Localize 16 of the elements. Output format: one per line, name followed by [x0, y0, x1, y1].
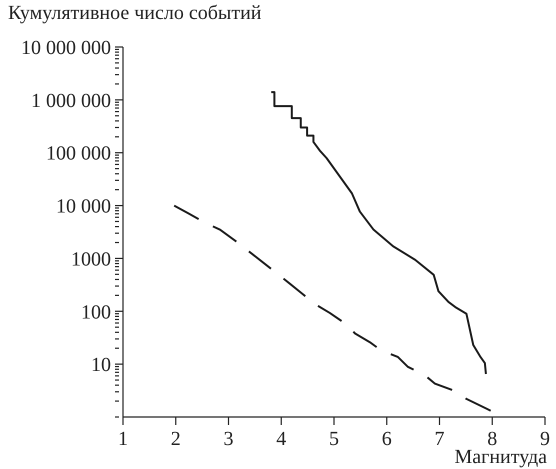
x-tick-label: 6 — [382, 428, 392, 450]
x-tick-label: 2 — [170, 428, 181, 450]
x-tick-label: 4 — [276, 428, 286, 450]
x-tick-label: 3 — [224, 428, 234, 450]
y-tick-label: 1 000 000 — [31, 90, 111, 112]
x-tick-label: 7 — [434, 428, 444, 450]
x-tick-label: 1 — [118, 428, 128, 450]
line-series — [270, 91, 487, 376]
y-axis-title: Кумулятивное число событий — [8, 2, 262, 25]
y-tick-label: 1000 — [71, 248, 111, 270]
y-tick-label: 10 — [91, 354, 111, 376]
y-tick-label: 100 000 — [46, 142, 111, 165]
y-tick-label: 10 000 000 — [21, 37, 111, 59]
y-tick-label: 100 — [81, 301, 111, 324]
y-tick-label: 10 000 — [56, 196, 111, 218]
x-tick-label: 5 — [329, 428, 339, 450]
